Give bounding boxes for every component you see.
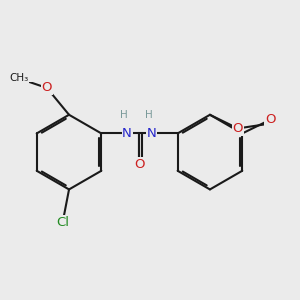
Text: O: O: [134, 158, 145, 171]
Text: O: O: [42, 82, 52, 94]
Text: O: O: [232, 122, 243, 135]
Text: H: H: [145, 110, 153, 120]
Text: Cl: Cl: [56, 215, 69, 229]
Text: N: N: [147, 127, 157, 140]
Text: O: O: [265, 113, 275, 126]
Text: H: H: [120, 110, 128, 120]
Text: N: N: [122, 127, 132, 140]
Text: CH₃: CH₃: [10, 74, 29, 83]
